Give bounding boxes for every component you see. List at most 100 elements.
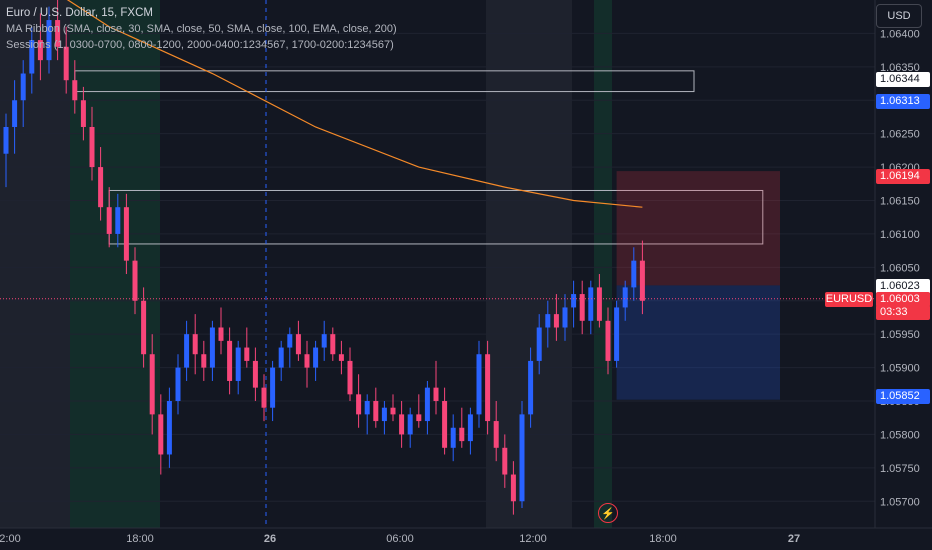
- candle-body: [123, 207, 129, 261]
- candle: [3, 113, 9, 188]
- candle: [106, 187, 112, 248]
- candle: [209, 320, 215, 381]
- candle-body: [571, 294, 577, 308]
- currency-button[interactable]: USD: [876, 4, 922, 28]
- candle: [562, 294, 568, 341]
- candle-body: [588, 287, 594, 321]
- candle: [63, 26, 69, 94]
- time-tick-label: 18:00: [649, 533, 677, 545]
- time-tick-label: 12:00: [519, 533, 547, 545]
- candle-body: [141, 300, 147, 355]
- candle: [510, 461, 516, 515]
- candle: [149, 334, 155, 435]
- candle-body: [261, 387, 267, 408]
- candle: [364, 394, 370, 435]
- candle: [545, 300, 551, 348]
- candle: [270, 360, 276, 422]
- candle-body: [218, 327, 224, 341]
- candle: [519, 401, 525, 508]
- candle-body: [175, 367, 181, 402]
- candle: [295, 320, 301, 361]
- candle-body: [252, 360, 258, 388]
- candle: [227, 327, 233, 395]
- candle-body: [364, 401, 370, 415]
- candle: [98, 147, 104, 221]
- candle: [639, 240, 645, 315]
- candle-body: [631, 260, 637, 288]
- candle-body: [390, 407, 396, 415]
- time-axis[interactable]: 2:00 18:00 26 06:00 12:00 18:00 27: [0, 533, 800, 545]
- candle-body: [12, 100, 18, 127]
- price-tick-label: 1.06150: [880, 196, 920, 208]
- candle: [166, 387, 172, 468]
- time-tick-label: 27: [788, 533, 800, 545]
- candle: [588, 280, 594, 335]
- candle-body: [545, 314, 551, 328]
- candle-body: [476, 354, 482, 415]
- time-tick-label: 2:00: [0, 533, 21, 545]
- candle-body: [373, 401, 379, 422]
- price-tick-label: 1.05800: [880, 429, 920, 441]
- candle-body: [579, 294, 585, 321]
- candle: [622, 280, 628, 321]
- candle-body: [244, 347, 250, 361]
- candle-body: [330, 334, 336, 355]
- candle: [416, 394, 422, 428]
- time-tick-label: 26: [264, 533, 276, 545]
- candle-body: [528, 360, 534, 415]
- candle-body: [459, 427, 465, 442]
- candle-body: [132, 260, 138, 301]
- candle: [476, 340, 482, 428]
- candle-body: [287, 334, 293, 348]
- grid-lines: [0, 32, 875, 502]
- candle: [596, 274, 602, 328]
- candle-body: [63, 46, 69, 81]
- candle: [235, 340, 241, 395]
- candle-body: [235, 347, 241, 381]
- session-band: [70, 0, 160, 528]
- candle: [467, 407, 473, 455]
- candle-body: [321, 334, 327, 348]
- price-axis-bg[interactable]: [875, 0, 932, 550]
- session-band: [486, 0, 572, 528]
- candle: [29, 26, 35, 94]
- take-profit-zone: [616, 285, 780, 400]
- candle: [313, 340, 319, 381]
- candle-body: [304, 354, 310, 368]
- candle-body: [553, 314, 559, 328]
- lightning-icon[interactable]: ⚡: [598, 503, 618, 523]
- candle-body: [166, 401, 172, 455]
- price-tag: 1.06003: [876, 292, 930, 307]
- price-tick-label: 1.05700: [880, 496, 920, 508]
- symbol-title[interactable]: Euro / U.S. Dollar, 15, FXCM: [6, 7, 153, 19]
- candle-body: [106, 207, 112, 234]
- candle-body: [416, 414, 422, 422]
- time-tick-label: 06:00: [386, 533, 414, 545]
- candle: [442, 387, 448, 455]
- ema-200-line: [66, 0, 643, 208]
- candle-body: [347, 360, 353, 395]
- candle-body: [502, 447, 508, 475]
- candle-body: [639, 260, 645, 301]
- price-tag: 1.06313: [876, 94, 930, 109]
- ma-ribbon-legend[interactable]: MA Ribbon (SMA, close, 30, SMA, close, 5…: [6, 23, 397, 35]
- candle-body: [201, 354, 207, 368]
- candle: [485, 340, 491, 435]
- candle: [55, 0, 61, 61]
- candle-body: [184, 334, 190, 368]
- price-tick-label: 1.05900: [880, 363, 920, 375]
- candle: [46, 6, 52, 74]
- candle: [12, 80, 18, 154]
- sessions-legend[interactable]: Sessions (1, 0300-0700, 0800-1200, 2000-…: [6, 39, 394, 51]
- candle: [184, 320, 190, 381]
- drawn-zones: [74, 70, 780, 400]
- price-tag: 1.06194: [876, 169, 930, 184]
- candle: [115, 193, 121, 248]
- candle: [287, 327, 293, 368]
- candle-body: [20, 73, 26, 101]
- candle: [381, 401, 387, 435]
- candle-body: [270, 367, 276, 408]
- candle-body: [29, 40, 35, 74]
- candle-body: [158, 414, 164, 455]
